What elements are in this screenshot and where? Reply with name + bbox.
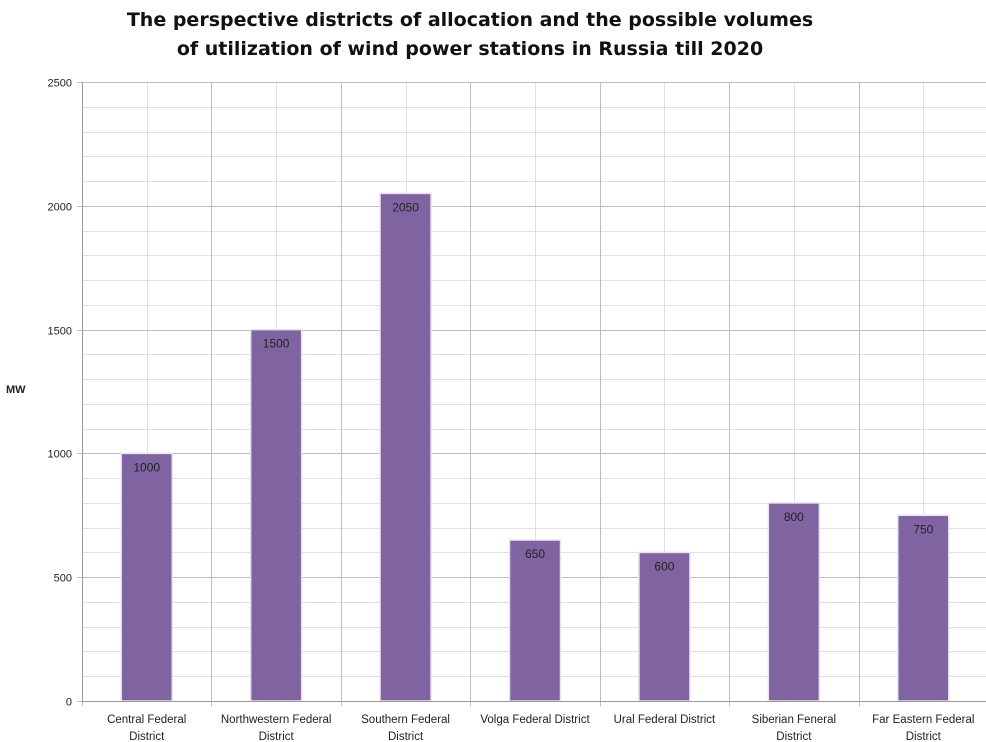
- data-label: 600: [654, 559, 674, 573]
- bar: [379, 192, 432, 702]
- data-label: 1000: [133, 460, 160, 474]
- bar: [897, 514, 950, 702]
- bar: [638, 551, 691, 702]
- data-label: 1500: [263, 337, 290, 351]
- chart-title: The perspective districts of allocation …: [80, 6, 860, 64]
- x-tick-label: Siberian Feneral: [752, 714, 836, 726]
- x-tick-label: District: [388, 731, 424, 742]
- data-label: 650: [525, 547, 545, 561]
- y-tick-label: 500: [54, 573, 72, 585]
- data-label: 800: [784, 510, 804, 524]
- x-tick-label: District: [776, 731, 812, 742]
- data-labels: 1000 1500 2050 650 600 800 750: [133, 200, 933, 573]
- x-tick-label: District: [259, 731, 295, 742]
- x-tick-label: Northwestern Federal: [221, 714, 332, 726]
- data-label: 750: [913, 522, 933, 536]
- y-tick-label: 2000: [48, 202, 72, 214]
- x-tick-label: Ural Federal District: [614, 714, 716, 726]
- y-tick-labels: 0 500 1000 1500 2000 2500: [48, 78, 72, 709]
- bars: [120, 192, 950, 702]
- x-tick-label: District: [906, 731, 942, 742]
- bar: [508, 539, 562, 702]
- y-tick-label: 1000: [48, 449, 72, 461]
- y-tick-label: 0: [66, 697, 72, 709]
- bar: [767, 502, 821, 702]
- y-tick-label: 2500: [48, 78, 72, 90]
- x-tick-label: Volga Federal District: [480, 714, 590, 726]
- bar: [249, 328, 303, 702]
- y-axis-label: MW: [6, 384, 26, 396]
- bar: [120, 452, 173, 702]
- y-tick-label: 1500: [48, 326, 72, 338]
- x-tick-label: Southern Federal: [361, 714, 450, 726]
- chart-title-line-1: The perspective districts of allocation …: [126, 9, 814, 31]
- axes: [82, 82, 986, 702]
- x-tick-labels: Central Federal District Northwestern Fede…: [107, 714, 974, 742]
- x-tick-label: District: [129, 731, 165, 742]
- chart-title-line-2: of utilization of wind power stations in…: [176, 38, 764, 60]
- data-label: 2050: [392, 200, 419, 214]
- x-tick-label: Far Eastern Federal: [872, 714, 974, 726]
- x-tick-label: Central Federal: [107, 714, 186, 726]
